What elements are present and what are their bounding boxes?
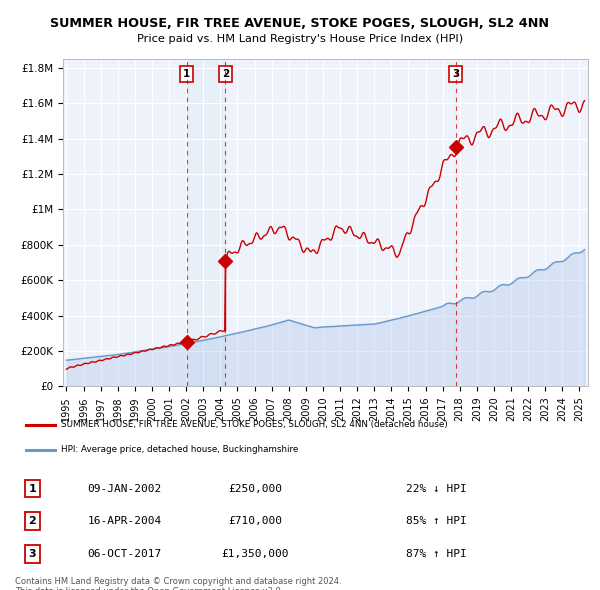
Bar xyxy=(187,59,225,386)
Text: £710,000: £710,000 xyxy=(228,516,282,526)
Text: 09-JAN-2002: 09-JAN-2002 xyxy=(87,484,161,493)
Text: 85% ↑ HPI: 85% ↑ HPI xyxy=(406,516,466,526)
Text: 2: 2 xyxy=(28,516,36,526)
Text: £250,000: £250,000 xyxy=(228,484,282,493)
Text: £1,350,000: £1,350,000 xyxy=(221,549,289,559)
Text: SUMMER HOUSE, FIR TREE AVENUE, STOKE POGES, SLOUGH, SL2 4NN (detached house): SUMMER HOUSE, FIR TREE AVENUE, STOKE POG… xyxy=(61,421,448,430)
Text: 22% ↓ HPI: 22% ↓ HPI xyxy=(406,484,466,493)
Text: Price paid vs. HM Land Registry's House Price Index (HPI): Price paid vs. HM Land Registry's House … xyxy=(137,34,463,44)
Text: 2: 2 xyxy=(221,69,229,78)
Text: 87% ↑ HPI: 87% ↑ HPI xyxy=(406,549,466,559)
Text: 06-OCT-2017: 06-OCT-2017 xyxy=(87,549,161,559)
Text: 16-APR-2004: 16-APR-2004 xyxy=(87,516,161,526)
Text: Contains HM Land Registry data © Crown copyright and database right 2024.
This d: Contains HM Land Registry data © Crown c… xyxy=(15,577,341,590)
Text: 1: 1 xyxy=(183,69,190,78)
Text: SUMMER HOUSE, FIR TREE AVENUE, STOKE POGES, SLOUGH, SL2 4NN: SUMMER HOUSE, FIR TREE AVENUE, STOKE POG… xyxy=(50,17,550,30)
Text: 3: 3 xyxy=(452,69,459,78)
Text: 3: 3 xyxy=(28,549,36,559)
Text: 1: 1 xyxy=(28,484,36,493)
Text: HPI: Average price, detached house, Buckinghamshire: HPI: Average price, detached house, Buck… xyxy=(61,445,298,454)
